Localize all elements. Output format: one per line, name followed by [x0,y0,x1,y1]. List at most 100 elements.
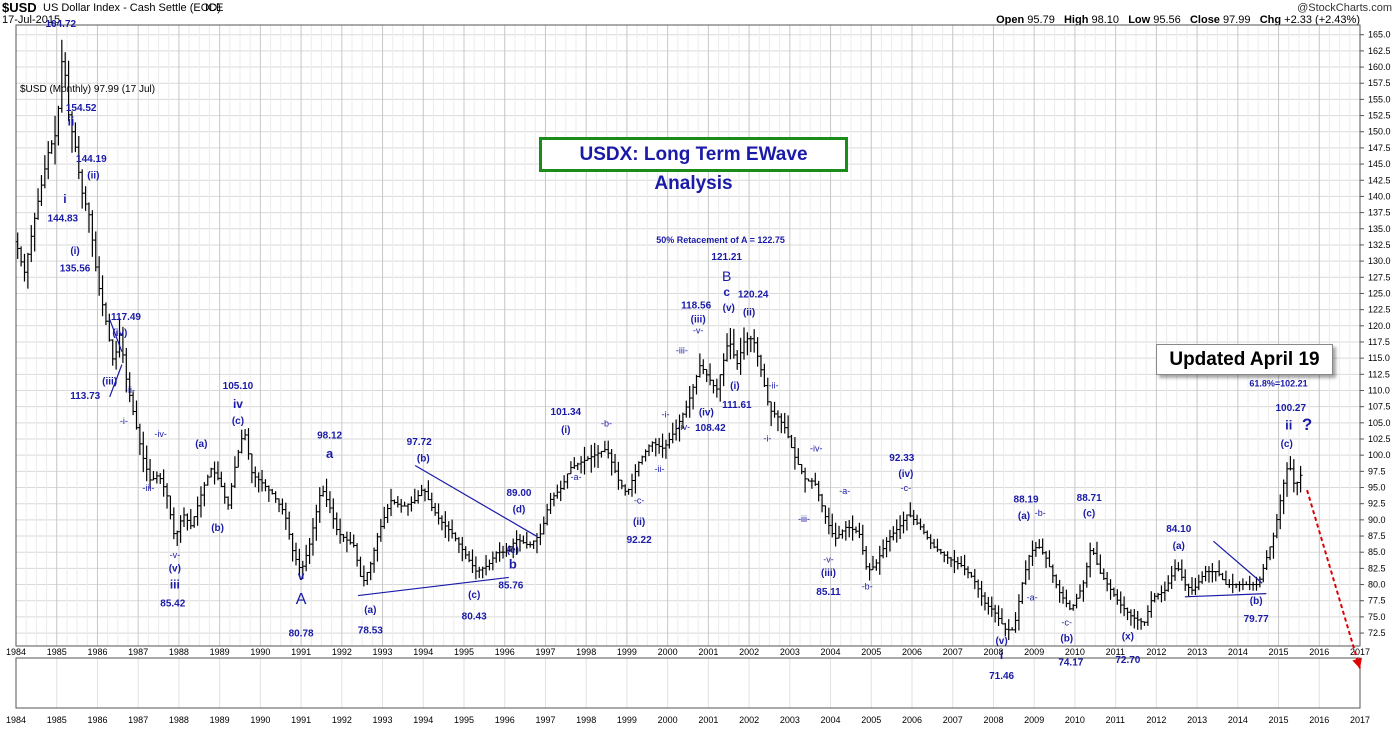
x-tick-label-lower: 1996 [495,715,515,725]
wave-label: (x) [1122,632,1134,643]
trendline [1212,540,1263,584]
wave-label: 80.78 [289,628,314,639]
wave-label: 164.72 [46,19,77,30]
wave-label: (a) [1173,541,1185,552]
y-tick-label: 120.0 [1368,321,1391,331]
y-tick-label: 160.0 [1368,62,1391,72]
x-tick-label-lower: 1998 [576,715,596,725]
y-tick-label: 137.5 [1368,208,1391,218]
y-tick-label: 142.5 [1368,175,1391,185]
wave-label: 144.83 [48,214,79,225]
forecast-arrow [1306,489,1362,669]
wave-label: (ii) [87,170,99,181]
wave-label: (a) [364,605,376,616]
wave-label: 111.61 [722,400,752,411]
y-tick-label: 145.0 [1368,159,1391,169]
x-tick-label-lower: 2001 [698,715,718,725]
x-tick-label: 2003 [780,647,800,657]
x-tick-label: 1993 [373,647,393,657]
wave-label: -v- [170,550,181,560]
x-tick-label: 1991 [291,647,311,657]
wave-label: b [509,556,517,571]
trendline [358,576,509,597]
x-tick-label-lower: 2010 [1065,715,1085,725]
x-tick-label: 2005 [861,647,881,657]
x-tick-label: 2014 [1228,647,1248,657]
y-tick-label: 102.5 [1368,434,1391,444]
wave-label: -i- [662,410,670,420]
x-tick-label-lower: 2000 [658,715,678,725]
x-tick-label-lower: 2016 [1309,715,1329,725]
wave-label: 85.11 [816,587,841,598]
wave-label: -c- [634,496,645,506]
wave-label: 74.17 [1058,657,1083,668]
x-tick-label: 1985 [47,647,67,657]
updated-note-box: Updated April 19 [1156,344,1333,375]
x-tick-label-lower: 2012 [1146,715,1166,725]
wave-label: -iii- [798,514,810,524]
wave-label: -iv- [678,422,691,432]
wave-label: i [63,192,66,206]
x-tick-label-lower: 2017 [1350,715,1370,725]
open-value: 95.79 [1027,14,1055,26]
open-label: Open [996,14,1025,26]
x-tick-label-lower: 1984 [6,715,26,725]
wave-label: (i) [730,381,739,392]
x-tick-label: 2013 [1187,647,1207,657]
x-tick-label-lower: 1987 [128,715,148,725]
wave-label: (b) [1060,633,1073,644]
y-tick-label: 87.5 [1368,531,1386,541]
x-tick-label-lower: 1986 [87,715,107,725]
high-value: 98.10 [1091,14,1120,26]
y-tick-label: 75.0 [1368,612,1386,622]
wave-label: -a- [571,472,582,482]
x-tick-label-lower: 1994 [413,715,433,725]
y-tick-label: 95.0 [1368,483,1386,493]
y-tick-label: 107.5 [1368,402,1391,412]
wave-label: ii [68,114,75,128]
wave-label: 85.42 [160,599,185,610]
x-tick-label: 2001 [698,647,718,657]
x-tick-label-lower: 2013 [1187,715,1207,725]
x-tick-label-lower: 1995 [454,715,474,725]
wave-label: -iv- [810,443,823,453]
chart-instrument-name: US Dollar Index - Cash Settle (EOD) [43,2,221,14]
x-tick-label: 1997 [535,647,555,657]
y-tick-label: 147.5 [1368,143,1391,153]
wave-label: ? [1302,415,1312,434]
wave-label: (v) [723,303,735,314]
wave-label: -a- [1027,593,1038,603]
wave-label: -i- [763,434,771,444]
wave-label: A [296,591,307,608]
wave-label: (b) [417,454,430,465]
y-axis: 72.5 75.0 77.5 80.0 82.5 85.0 87.5 90.0 92.5 95.0… [1360,30,1391,638]
wave-label: 98.12 [317,430,342,441]
forecast-arrow-head [1352,657,1362,669]
x-tick-label-lower: 2011 [1106,715,1125,725]
x-tick-label-lower: 2009 [1024,715,1044,725]
x-tick-label: 1987 [128,647,148,657]
wave-label: 84.10 [1166,524,1191,535]
wave-label: -ii- [769,381,779,391]
wave-label: (c) [468,590,480,601]
y-tick-label: 135.0 [1368,224,1391,234]
plot-frame [15,24,1361,647]
wave-label: (iii) [821,568,836,579]
x-tick-label-lower: 1999 [617,715,637,725]
wave-label: 97.72 [407,437,432,448]
chg-value: +2.33 (+2.43%) [1284,14,1360,26]
wave-label: (c) [232,416,244,427]
y-tick-label: 165.0 [1368,30,1391,40]
x-tick-label-lower: 1993 [373,715,393,725]
y-tick-label: 105.0 [1368,418,1391,428]
wave-label: 88.19 [1014,494,1039,505]
low-label: Low [1128,14,1151,26]
x-tick-label: 2017 [1350,647,1370,657]
y-tick-label: 82.5 [1368,563,1386,573]
wave-label: -b- [601,419,612,429]
wave-label: (c) [1083,509,1095,520]
wave-label: -i- [120,416,128,426]
x-tick-label: 1998 [576,647,596,657]
wave-label: (b) [211,523,224,534]
wave-label: iv [233,397,243,411]
